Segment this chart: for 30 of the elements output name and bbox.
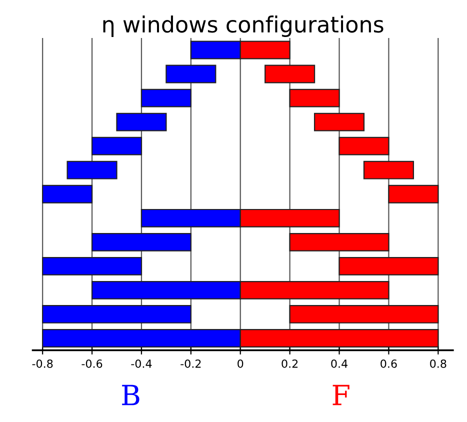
x-tick-label: -0.2 [180,359,201,368]
bar [42,184,93,204]
x-tick-label: -0.8 [32,359,53,368]
bar [166,64,216,84]
x-tick-label: -0.4 [131,359,152,368]
bar [91,232,192,252]
bar [66,160,118,180]
bar [363,160,414,180]
bar [116,112,167,132]
x-tick-label: 0.8 [430,359,446,368]
bar [338,136,390,156]
bar [289,88,340,108]
x-tick-label: 0.6 [380,359,397,368]
bar [289,305,439,324]
x-tick-label: 0.2 [282,359,298,368]
bar [338,256,439,276]
text: B [122,384,140,406]
text: F [332,384,350,406]
bar [42,305,192,324]
bar [264,64,316,84]
bar [140,88,192,108]
bar [42,256,142,276]
chart-title: η windows configurations [103,16,384,38]
bar [314,112,365,132]
bar [91,136,142,156]
bar [289,232,390,252]
x-tick-label: 0 [238,359,244,368]
bar [388,184,439,204]
x-tick-label: 0.4 [331,359,348,368]
x-tick-label: -0.6 [82,359,102,368]
